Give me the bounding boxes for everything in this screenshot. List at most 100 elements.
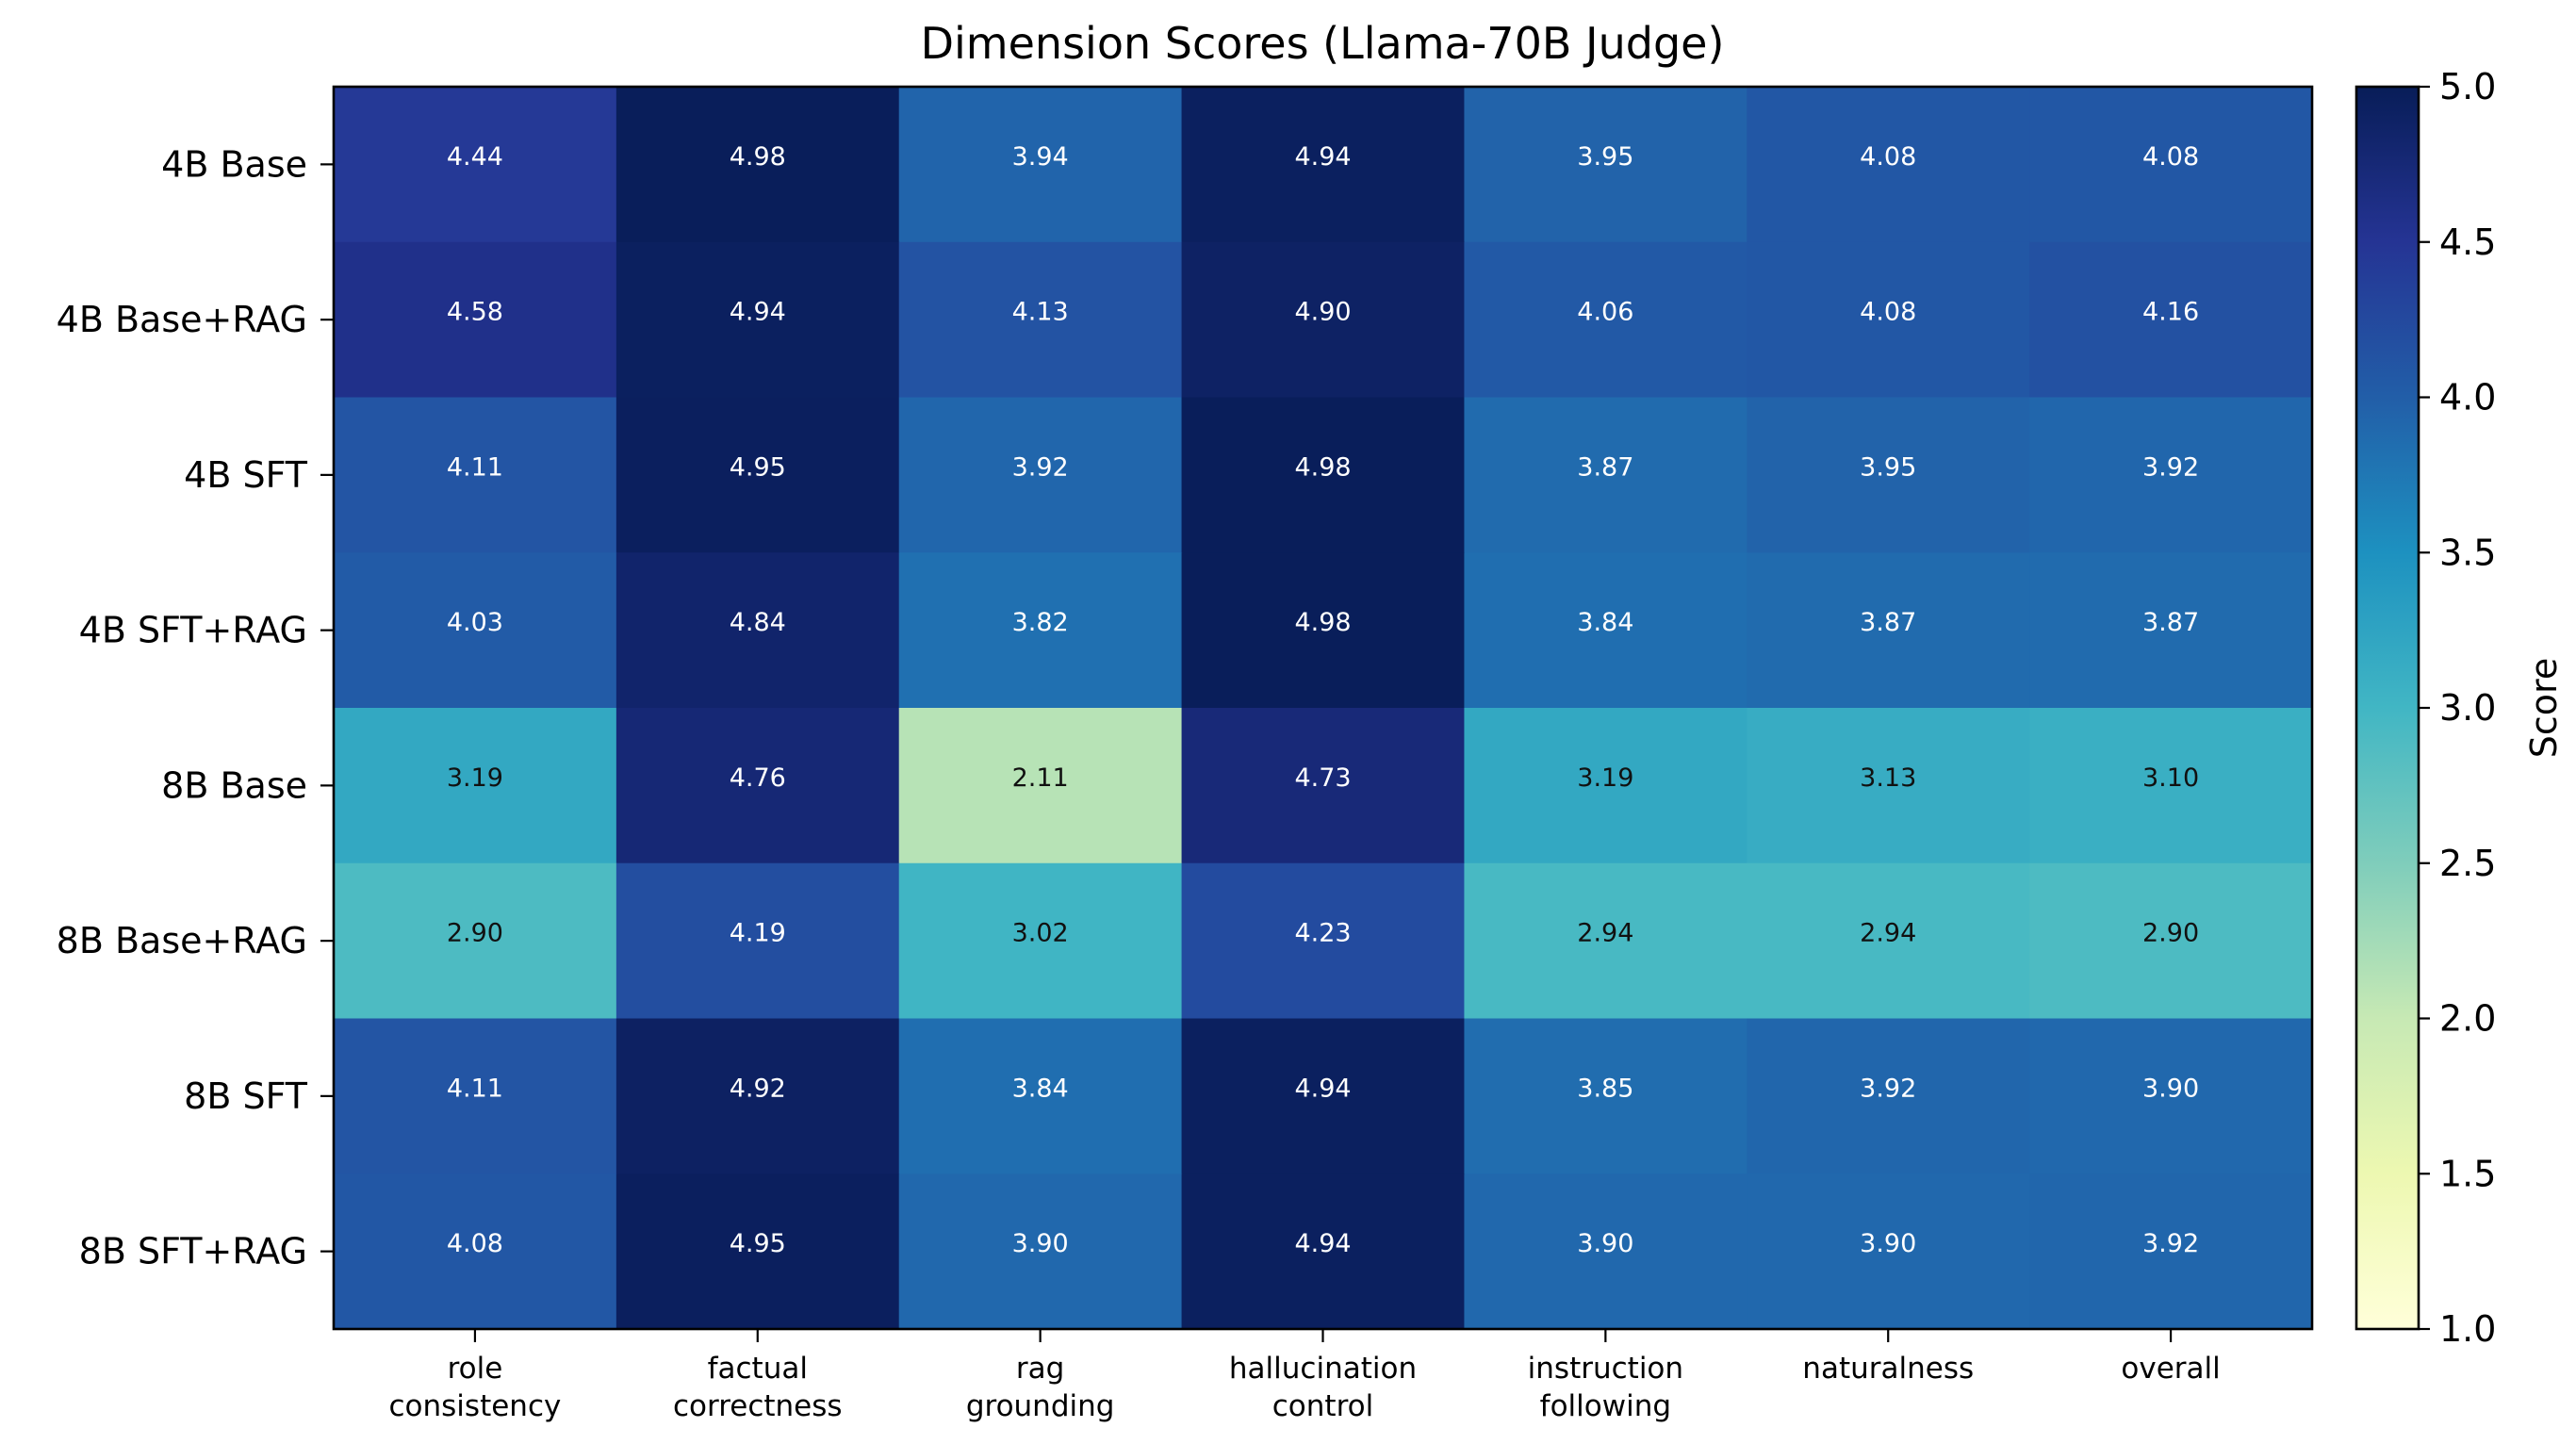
cell-value-label: 3.95 [1860,452,1916,482]
x-tick-label: instruction [1528,1352,1683,1386]
x-tick-label: following [1540,1389,1671,1423]
x-tick-label: grounding [966,1389,1115,1423]
cell-value-label: 4.76 [730,763,786,793]
x-tick-label: correctness [673,1389,843,1423]
cell-value-label: 3.92 [2142,452,2199,482]
heatmap-cell [334,87,617,243]
heatmap-cell [2029,862,2313,1020]
cell-value-label: 2.94 [1577,919,1633,948]
cell-value-label: 3.95 [1577,142,1633,172]
cell-value-label: 3.19 [447,763,503,793]
y-tick-label: 4B Base [161,143,307,185]
heatmap-cell [1747,1018,2030,1174]
cell-value-label: 4.11 [447,452,503,482]
cell-value-label: 4.11 [447,1074,503,1103]
heatmap-cell [1747,87,2030,243]
heatmap-cell [615,708,900,864]
y-tick-label: 4B SFT [184,454,308,496]
cell-value-label: 3.02 [1012,919,1069,948]
heatmap-cell [334,552,617,709]
heatmap-cell [1464,1173,1747,1330]
y-tick-label: 8B Base [161,764,307,806]
x-tick-label: hallucination [1229,1352,1417,1386]
cell-value-label: 4.08 [2142,142,2199,172]
cell-value-label: 4.95 [730,1229,786,1258]
x-tick-label: naturalness [1802,1352,1974,1386]
colorbar-tick-label: 3.0 [2439,687,2496,729]
cell-value-label: 4.73 [1294,763,1351,793]
heatmap-cell [1747,708,2030,864]
cell-value-label: 4.23 [1294,919,1351,948]
cell-value-label: 3.90 [1860,1229,1916,1258]
heatmap-cell [1464,552,1747,709]
colorbar-tick-label: 4.5 [2439,222,2496,263]
heatmap-cell [334,708,617,864]
cell-value-label: 4.84 [730,608,786,637]
chart-title: Dimension Scores (Llama-70B Judge) [921,18,1725,69]
cell-value-label: 3.82 [1012,608,1069,637]
heatmap-cell [1747,241,2030,399]
colorbar: 1.0 1.5 2.0 2.5 3.0 3.5 4.0 4.5 5.0 Score [2354,66,2565,1350]
cell-value-label: 2.90 [447,919,503,948]
cell-value-label: 3.90 [1012,1229,1069,1258]
heatmap-cell [2029,1173,2313,1330]
y-tick-label: 4B Base+RAG [57,299,307,340]
cell-value-label: 3.13 [1860,763,1916,793]
heatmap-cell [1181,397,1466,553]
heatmap-cell [615,87,900,243]
heatmap-cell [615,552,900,709]
cell-value-label: 3.90 [1577,1229,1633,1258]
heatmap-cell [334,1173,617,1330]
heatmap-cell [1181,1173,1466,1330]
cell-value-label: 4.98 [1294,452,1351,482]
heatmap-cell [898,397,1183,553]
cell-value-label: 4.08 [1860,142,1916,172]
heatmap-cell [898,552,1183,709]
y-tick-label: 8B SFT [184,1075,308,1117]
heatmap-cells [334,87,2313,1330]
heatmap-cell [1464,87,1747,243]
colorbar-tick-label: 2.5 [2439,843,2496,884]
heatmap-cell [615,397,900,553]
cell-value-label: 4.08 [1860,298,1916,327]
heatmap-cell [2029,708,2313,864]
heatmap-cell [1181,552,1466,709]
y-tick-label: 8B Base+RAG [57,920,307,961]
heatmap-cell [334,397,617,553]
cell-value-label: 4.94 [730,298,786,327]
heatmap-cell [615,1018,900,1174]
colorbar-tick-label: 3.5 [2439,532,2496,573]
heatmap-cell [1181,241,1466,399]
cell-value-label: 3.87 [1577,452,1633,482]
colorbar-tick-label: 1.0 [2439,1308,2496,1350]
cell-value-label: 3.85 [1577,1074,1633,1103]
cell-value-label: 3.94 [1012,142,1069,172]
heatmap-cell [1181,862,1466,1020]
heatmap-cell [1181,708,1466,864]
y-axis: 4B Base 4B Base+RAG 4B SFT 4B SFT+RAG 8B Bas… [57,143,334,1272]
cell-value-label: 4.90 [1294,298,1351,327]
cell-value-label: 4.98 [730,142,786,172]
heatmap-cell [1464,1018,1747,1174]
cell-value-label: 4.06 [1577,298,1633,327]
y-tick-label: 8B SFT+RAG [79,1231,307,1272]
heatmap-cell [334,241,617,399]
heatmap-cell [1464,397,1747,553]
heatmap-cell [2029,87,2313,243]
cell-value-label: 3.90 [2142,1074,2199,1103]
heatmap-cell [898,1018,1183,1174]
heatmap-cell [898,1173,1183,1330]
cell-value-label: 4.19 [730,919,786,948]
cell-value-label: 3.92 [1012,452,1069,482]
heatmap-cell [2029,1018,2313,1174]
cell-value-labels: 4.44 4.98 3.94 4.94 3.95 4.08 4.08 4.58 4.94 4.13… [447,142,2199,1258]
cell-value-label: 3.19 [1577,763,1633,793]
x-tick-label: role [448,1352,503,1386]
colorbar-gradient [2356,87,2419,1329]
colorbar-tick-label: 2.0 [2439,998,2496,1040]
x-tick-label: rag [1016,1352,1064,1386]
heatmap-cell [898,87,1183,243]
colorbar-tick-label: 5.0 [2439,66,2496,107]
cell-value-label: 3.87 [2142,608,2199,637]
